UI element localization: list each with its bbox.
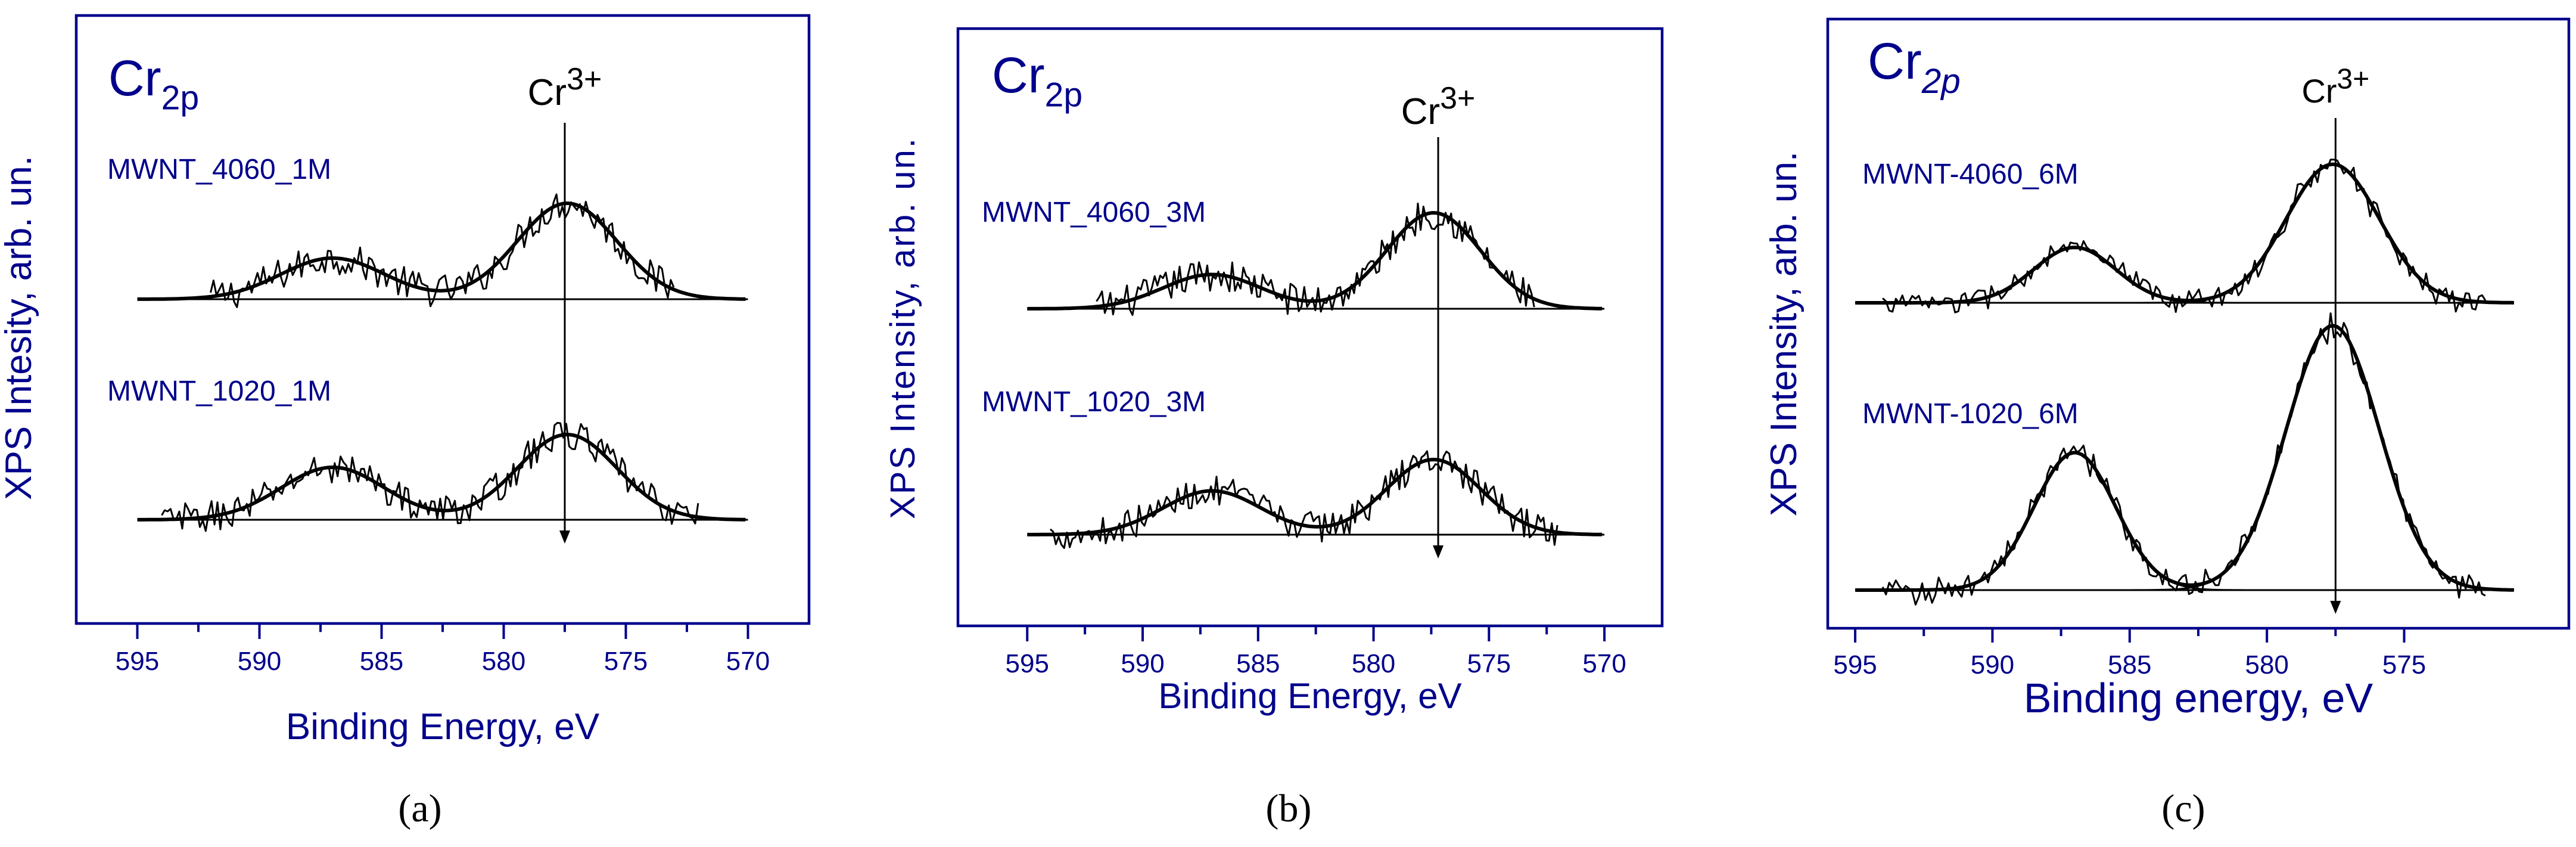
y-axis-title: XPS Intesity, arb. un. <box>0 156 39 500</box>
x-tick-label: 575 <box>2382 650 2426 680</box>
fit-envelope-line <box>1027 457 1603 536</box>
x-tick-label: 585 <box>360 647 403 676</box>
peak-label: Cr3+ <box>528 62 602 113</box>
x-tick-label: 580 <box>2245 650 2288 680</box>
series-label: MWNT_1020_3M <box>982 386 1206 418</box>
x-tick-label: 595 <box>1006 649 1049 678</box>
x-axis-title: Binding Energy, eV <box>286 706 600 747</box>
element-title: Cr2p <box>1868 33 1961 101</box>
x-tick-label: 570 <box>726 647 770 676</box>
y-axis-title: XPS Intensity, arb. un. <box>1763 151 1805 516</box>
spectrum-line <box>1050 450 1558 549</box>
x-axis-title: Binding Energy, eV <box>1158 676 1461 716</box>
x-tick-label: 570 <box>1582 649 1626 678</box>
plot-frame <box>956 27 1664 628</box>
element-title: Cr2p <box>108 50 199 117</box>
x-tick-label: 590 <box>238 647 281 676</box>
spectrum-line <box>161 421 699 532</box>
x-tick-label: 595 <box>1833 650 1877 680</box>
component-fit-line <box>1855 324 2509 591</box>
series-label: MWNT_4060_1M <box>107 154 331 185</box>
x-tick-label: 585 <box>1236 649 1280 678</box>
x-tick-label: 585 <box>2108 650 2151 680</box>
peak-marker-arrow <box>559 530 570 544</box>
y-axis-title: XPS Intensity, arb. un. <box>883 136 922 519</box>
peak-marker-arrow <box>2330 601 2341 614</box>
series-label: MWNT-1020_6M <box>1862 398 2079 430</box>
peak-marker-arrow <box>1433 545 1444 559</box>
x-tick-label: 575 <box>604 647 648 676</box>
fit-envelope-line <box>1027 210 1603 311</box>
x-tick-label: 580 <box>482 647 525 676</box>
caption-c: (c) <box>2161 787 2205 830</box>
panel-b: 595 590 585 580 575 570 Binding Energy, eV XPS … <box>883 27 1664 716</box>
spectrum-line <box>1096 202 1535 316</box>
caption-a: (a) <box>398 787 441 830</box>
peak-label: Cr3+ <box>1401 81 1476 132</box>
series-label: MWNT_4060_3M <box>982 197 1206 228</box>
panel-a: 595 590 585 580 575 570 Binding Energy, eV XPS … <box>0 14 811 747</box>
series-label: MWNT-4060_6M <box>1862 159 2079 190</box>
series-label: MWNT_1020_1M <box>107 376 331 407</box>
element-title: Cr2p <box>992 47 1082 114</box>
x-tick-label: 590 <box>1121 649 1164 678</box>
fit-envelope-line <box>1855 324 2514 592</box>
panel-c: 595 590 585 580 575 Binding energy, eV XPS Int… <box>1763 17 2571 721</box>
x-tick-label: 595 <box>116 647 159 676</box>
spectrum-line <box>1881 312 2486 606</box>
fit-envelope-line <box>1855 162 2514 305</box>
plot-frame <box>1826 17 2571 630</box>
peak-label: Cr3+ <box>2301 63 2369 110</box>
x-tick-label: 590 <box>1971 650 2014 680</box>
caption-b: (b) <box>1266 787 1312 830</box>
x-tick-label: 580 <box>1352 649 1395 678</box>
x-axis-title: Binding energy, eV <box>2024 675 2373 721</box>
x-tick-label: 575 <box>1467 649 1511 678</box>
fit-envelope-line <box>137 201 746 301</box>
fit-envelope-line <box>137 432 746 522</box>
